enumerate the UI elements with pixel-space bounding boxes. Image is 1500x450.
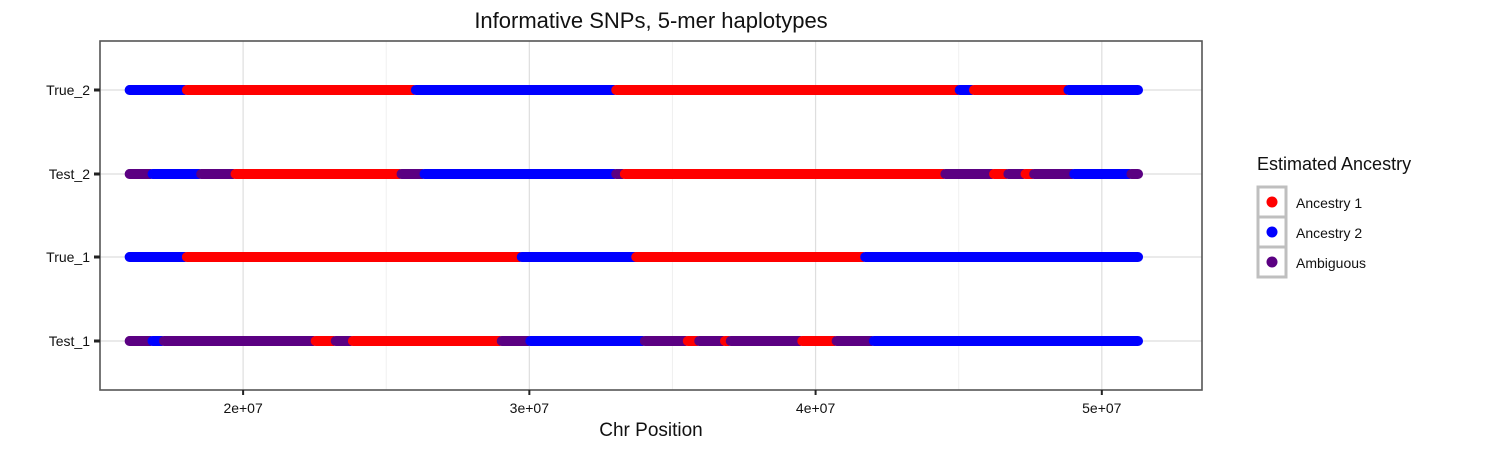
legend-item: Ancestry 2 xyxy=(1256,215,1362,249)
y-tick-label: True_2 xyxy=(46,82,90,98)
plot-panel xyxy=(100,41,1202,390)
legend-item: Ambiguous xyxy=(1256,245,1366,279)
legend-swatch xyxy=(1266,226,1278,238)
chart-title: Informative SNPs, 5-mer haplotypes xyxy=(474,8,827,33)
x-tick-label: 3e+07 xyxy=(510,400,550,416)
legend-key xyxy=(1256,245,1288,279)
x-tick-label: 2e+07 xyxy=(223,400,263,416)
legend-label: Ambiguous xyxy=(1296,255,1366,271)
plot-border xyxy=(99,40,1203,391)
x-axis: 2e+07 3e+07 4e+07 5e+07 xyxy=(223,390,1122,416)
y-tick-label: True_1 xyxy=(46,249,90,265)
y-tick-label: Test_2 xyxy=(49,166,90,182)
data-marks xyxy=(124,85,1144,346)
legend-swatch xyxy=(1266,256,1278,268)
legend-label: Ancestry 2 xyxy=(1296,225,1362,241)
legend-swatch xyxy=(1266,196,1278,208)
plot-area xyxy=(99,40,1203,391)
legend-item: Ancestry 1 xyxy=(1256,185,1362,219)
legend-items: Ancestry 1 Ancestry 2 Ambiguous xyxy=(1256,185,1366,279)
y-tick-label: Test_1 xyxy=(49,333,90,349)
y-axis: Test_1 True_1 Test_2 True_2 xyxy=(46,82,100,349)
x-tick-label: 5e+07 xyxy=(1082,400,1122,416)
x-tick-label: 4e+07 xyxy=(796,400,836,416)
legend-title: Estimated Ancestry xyxy=(1257,154,1411,174)
legend-label: Ancestry 1 xyxy=(1296,195,1362,211)
x-axis-title: Chr Position xyxy=(599,420,703,441)
